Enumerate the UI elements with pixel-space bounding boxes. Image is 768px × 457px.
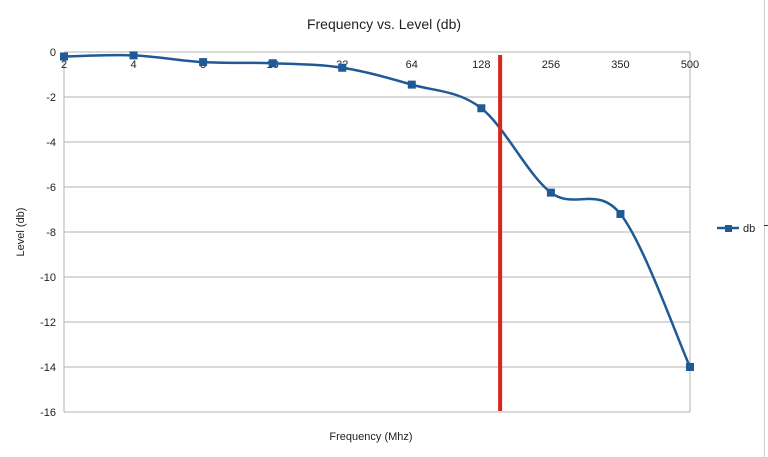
x-tick-label: 64	[406, 59, 418, 71]
y-tick-label: -14	[40, 362, 56, 374]
x-tick-label: 350	[611, 59, 629, 71]
frame-right-border	[764, 0, 765, 457]
x-tick-label: 128	[472, 59, 490, 71]
legend: db	[717, 223, 755, 235]
y-tick-label: -12	[40, 317, 56, 329]
data-point	[199, 58, 208, 67]
x-axis-label: Frequency (Mhz)	[329, 431, 412, 443]
y-tick-label: -6	[46, 182, 56, 194]
y-tick-label: -8	[46, 227, 56, 239]
y-tick-label: -2	[46, 92, 56, 104]
y-tick-label: -16	[40, 407, 56, 419]
legend-label: db	[743, 223, 755, 235]
data-point	[338, 63, 347, 72]
data-point	[616, 210, 625, 218]
x-tick-label: 4	[130, 59, 136, 71]
y-tick-label: -10	[40, 272, 56, 284]
grid-lines	[63, 51, 691, 413]
legend-square-icon	[725, 225, 732, 232]
y-tick-label: -4	[46, 137, 56, 149]
series-db	[60, 51, 694, 371]
x-tick-label: 500	[681, 59, 699, 71]
x-tick-label: 2	[61, 59, 67, 71]
frame-tick	[764, 225, 768, 226]
data-point	[268, 59, 277, 68]
chart-title: Frequency vs. Level (db)	[307, 16, 461, 32]
series-line	[63, 53, 692, 368]
x-axis-ticks: 248163264128256350500	[61, 59, 699, 71]
y-axis-label: Level (db)	[15, 208, 27, 257]
data-point	[60, 52, 68, 61]
data-point	[407, 80, 416, 89]
data-point	[546, 188, 555, 197]
y-tick-label: 0	[50, 47, 56, 59]
x-tick-label: 256	[542, 59, 560, 71]
y-axis-ticks: 0 -2 -4 -6 -8 -10 -12 -14 -16	[40, 47, 56, 419]
data-point	[477, 104, 486, 113]
data-point	[686, 363, 694, 371]
data-point	[129, 51, 138, 60]
